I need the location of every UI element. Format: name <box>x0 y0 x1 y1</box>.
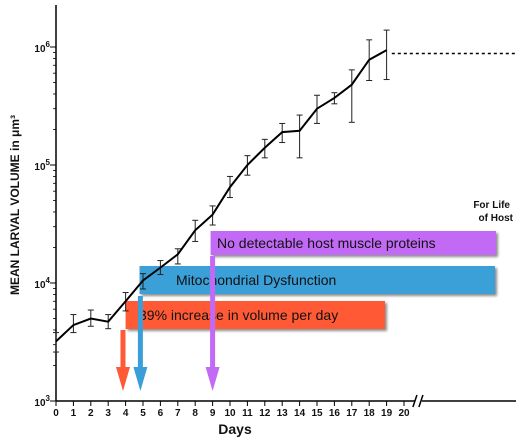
y-tick-label: 105 <box>34 158 50 173</box>
band-mitochondrial-dysfunction-label: Mitochondrial Dysfunction <box>176 272 336 288</box>
x-tick-label: 7 <box>175 408 181 419</box>
x-tick-label: 19 <box>381 408 393 419</box>
mean-volume-line <box>55 49 388 343</box>
band-volume-increase <box>125 301 385 329</box>
x-tick-label: 14 <box>294 408 306 419</box>
x-tick-label: 0 <box>53 408 59 419</box>
y-tick-label: 103 <box>34 394 50 409</box>
x-tick-label: 12 <box>259 408 271 419</box>
arrow-day-4 <box>115 330 130 391</box>
x-tick-label: 16 <box>329 408 341 419</box>
x-tick-label: 18 <box>364 408 376 419</box>
x-tick-label: 10 <box>224 408 236 419</box>
y-axis-title: MEAN LARVAL VOLUME in μm³ <box>8 115 22 295</box>
x-tick-label: 5 <box>140 408 146 419</box>
band-volume-increase-label: 39% increase in volume per day <box>139 307 338 323</box>
x-tick-label: 9 <box>210 408 216 419</box>
x-axis-title: Days <box>218 421 252 437</box>
x-tick-label: 6 <box>158 408 164 419</box>
x-tick-label: 17 <box>346 408 358 419</box>
x-tick-label: 11 <box>242 408 253 419</box>
x-tick-label: 4 <box>123 408 129 419</box>
axis-break-stroke <box>418 394 424 408</box>
y-tick-label: 106 <box>34 40 50 55</box>
life-of-host-note-line1: For Life <box>473 200 510 211</box>
x-tick-label: 15 <box>311 408 323 419</box>
x-tick-label: 1 <box>71 408 77 419</box>
band-mitochondrial-dysfunction <box>139 266 495 294</box>
axis-break-gap <box>414 395 422 407</box>
axis-break-stroke <box>412 394 418 408</box>
band-no-host-muscle-proteins <box>210 231 496 255</box>
x-tick-label: 13 <box>277 408 289 419</box>
axis-break-mark <box>412 394 424 408</box>
x-tick-label: 2 <box>88 408 94 419</box>
arrow-day-9 <box>205 256 220 391</box>
x-tick-label: 20 <box>398 408 410 419</box>
life-of-host-note-line2: of Host <box>479 213 514 224</box>
y-tick-label: 104 <box>34 276 50 291</box>
x-tick-label: 3 <box>105 408 111 419</box>
x-tick-label: 8 <box>192 408 198 419</box>
band-no-host-muscle-proteins-label: No detectable host muscle proteins <box>217 235 436 251</box>
arrow-day-5 <box>133 296 148 391</box>
